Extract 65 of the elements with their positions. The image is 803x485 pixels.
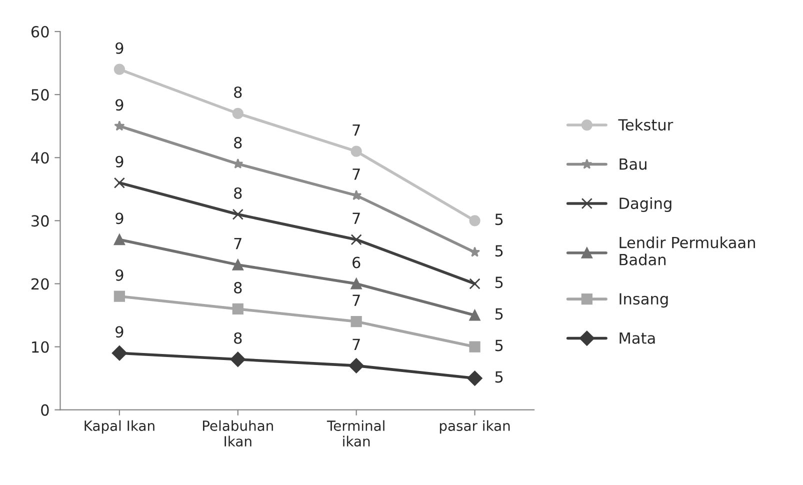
annotation: 8 [234, 136, 242, 148]
point [114, 177, 125, 188]
annotation: 9 [116, 99, 124, 111]
point [350, 278, 362, 290]
point [350, 316, 362, 328]
point [469, 246, 480, 257]
annotation: 5 [495, 276, 503, 288]
point [232, 303, 244, 314]
annotation: 9 [116, 212, 124, 224]
point [114, 64, 125, 75]
annotation: 8 [234, 332, 242, 344]
point [469, 310, 480, 321]
point [114, 234, 125, 246]
x-tick-label: Terminal ikan [326, 420, 384, 447]
annotation: 8 [234, 282, 242, 294]
y-tick-label: 10 [32, 341, 49, 353]
point [351, 190, 362, 200]
x-tick-label: Pelabuhan Ikan [202, 420, 273, 447]
legend-label: Bau [620, 158, 646, 170]
annotation: 9 [116, 269, 124, 281]
point [350, 234, 362, 246]
y-tick-label: 30 [32, 215, 49, 227]
point [232, 108, 244, 120]
point [112, 346, 128, 361]
annotation: 9 [116, 156, 124, 168]
legend-label: Tekstur [618, 118, 674, 131]
annotation: 5 [495, 340, 503, 352]
legend-label: Lendir Permukaan Badan [620, 236, 755, 266]
point [467, 370, 482, 386]
point [232, 259, 244, 270]
legend-label: Mata [620, 332, 655, 344]
annotation: 7 [352, 168, 360, 180]
point [232, 208, 244, 220]
y-tick-label: 40 [31, 152, 49, 164]
annotation: 7 [352, 124, 360, 136]
x-tick-label: pasar ikan [440, 420, 510, 434]
annotation: 6 [352, 256, 360, 268]
annotation: 5 [495, 245, 503, 257]
point [469, 215, 480, 226]
y-tick-label: 50 [32, 89, 49, 101]
y-tick-label: 20 [31, 278, 49, 290]
annotation: 8 [234, 86, 242, 98]
point [469, 278, 480, 290]
annotation: 7 [352, 212, 360, 224]
point [114, 120, 125, 131]
point [350, 146, 362, 157]
y-tick-label: 60 [31, 26, 49, 38]
x-tick-label: Kapal Ikan [84, 420, 154, 434]
annotation: 9 [116, 42, 124, 54]
legend-label: Daging [620, 197, 672, 212]
annotation: 7 [352, 294, 360, 306]
y-tick-label: 0 [41, 404, 49, 416]
point [469, 341, 480, 352]
annotation: 5 [495, 214, 503, 226]
annotation: 7 [352, 338, 360, 350]
annotation: 9 [116, 326, 124, 338]
point [230, 352, 246, 367]
annotation: 5 [495, 308, 503, 320]
point [114, 290, 125, 302]
point [348, 358, 364, 374]
annotation: 5 [495, 371, 503, 383]
annotation: 8 [234, 187, 242, 199]
annotation: 7 [234, 238, 242, 250]
legend-label: Insang [620, 293, 668, 308]
point [232, 158, 244, 169]
